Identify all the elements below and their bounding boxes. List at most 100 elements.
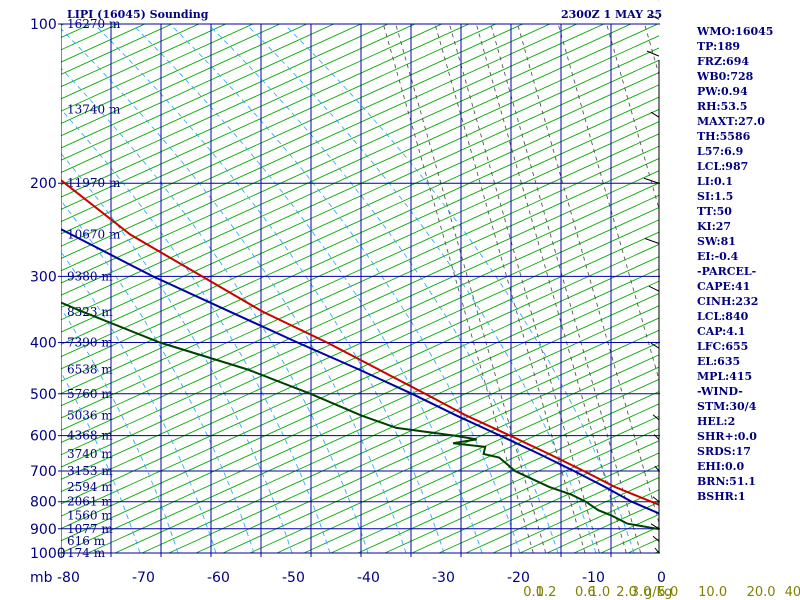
dewpoint-line — [61, 301, 659, 531]
x-tick-label: -70 — [132, 570, 155, 586]
dry-adiabat-line — [61, 280, 659, 554]
mixing-ratio-label: 0.6 — [575, 585, 596, 600]
moist-adiabat-line — [61, 307, 179, 554]
x-tick-label: -40 — [357, 570, 380, 586]
wind-barb — [653, 434, 660, 440]
index-item: MPL:415 — [697, 370, 753, 383]
mixing-ratio-label: 0.1 — [523, 585, 544, 600]
dry-adiabat-line — [61, 121, 659, 394]
mixing-ratio-label: 40 — [785, 585, 800, 600]
index-item: CINH:232 — [697, 295, 759, 308]
index-item: TP:189 — [697, 40, 741, 53]
moist-adiabat-line — [61, 67, 369, 554]
mixing-ratio-line — [606, 24, 659, 211]
index-item: L57:6.9 — [697, 145, 744, 158]
sounding-profiles — [61, 178, 659, 531]
height-label: 174 m — [67, 546, 106, 560]
index-item: SRDS:17 — [697, 445, 751, 458]
dry-adiabat-line — [114, 305, 659, 554]
height-label: 1077 m — [67, 522, 113, 536]
dry-adiabat-line — [61, 133, 659, 407]
wind-barb — [648, 13, 660, 20]
index-item: BRN:51.1 — [697, 475, 756, 488]
height-labels: 16270 m 13740 m 11970 m 10670 m 9380 m 8323 m… — [67, 17, 121, 560]
height-label: 5760 m — [67, 387, 113, 401]
index-item: EL:635 — [697, 355, 741, 368]
wind-barb — [643, 177, 660, 184]
moist-adiabat-line — [61, 371, 141, 554]
height-label: 2594 m — [67, 480, 113, 494]
wind-barb — [644, 238, 660, 244]
index-item: TH:5586 — [697, 130, 751, 143]
dry-adiabat-line — [61, 243, 659, 517]
moist-adiabat-line — [208, 24, 559, 554]
station-title: LIPI (16045) Sounding — [67, 8, 209, 21]
wind-barb — [654, 465, 660, 472]
moist-adiabat-line — [246, 24, 597, 554]
height-label: 2061 m — [67, 495, 113, 509]
index-item: -WIND- — [697, 385, 743, 398]
dry-adiabat-line — [61, 24, 551, 247]
mixing-ratio-label: 5.0 — [658, 585, 679, 600]
dry-adiabat-line — [61, 24, 470, 210]
mixing-ratio-line — [517, 24, 659, 525]
dry-adiabat-line — [61, 72, 659, 345]
height-label: 10670 m — [67, 228, 121, 242]
height-label: 1560 m — [67, 509, 113, 523]
x-tick-label: 0 — [657, 570, 666, 586]
height-label: 8323 m — [67, 305, 113, 319]
dry-adiabat-line — [61, 24, 524, 235]
mixing-ratio-line — [395, 24, 547, 554]
moist-adiabat-line — [170, 24, 521, 554]
height-label: 616 m — [67, 534, 106, 548]
x-tick-label: -80 — [57, 570, 80, 586]
dry-adiabat-line — [87, 292, 659, 554]
mixing-ratio-label: 3.0 — [631, 585, 652, 600]
index-item: LCL:987 — [697, 160, 749, 173]
moist-adiabat-line — [94, 24, 445, 554]
y-tick-label: 300 — [30, 269, 57, 285]
wind-barbs — [643, 0, 660, 554]
temperature-line — [61, 178, 659, 506]
wind-barb — [650, 111, 660, 118]
height-label: 9380 m — [67, 269, 113, 283]
dry-adiabat-line — [61, 84, 659, 358]
index-item: SHR+:0.0 — [697, 430, 757, 443]
dry-adiabat-line — [61, 145, 659, 419]
dry-adiabat-line — [384, 427, 659, 554]
parcel-line — [61, 228, 659, 515]
dry-adiabat-line — [61, 24, 497, 223]
dry-adiabat-line — [790, 0, 800, 553]
index-item: STM:30/4 — [697, 400, 757, 413]
wind-barb — [650, 342, 660, 349]
mixing-ratio-label: 2.0 — [616, 585, 637, 600]
index-item: WB0:728 — [697, 70, 754, 83]
wind-barb — [652, 414, 660, 421]
dry-adiabat-line — [357, 415, 659, 554]
index-item: EI:-0.4 — [697, 250, 739, 263]
x-tick-label: -50 — [282, 570, 305, 586]
y-tick-label: 700 — [30, 464, 57, 480]
dry-adiabat-line — [61, 268, 659, 542]
y-tick-label: 500 — [30, 387, 57, 403]
dry-adiabat-line — [61, 219, 659, 493]
x-tick-label: -60 — [207, 570, 230, 586]
index-item: FRZ:694 — [697, 55, 750, 68]
index-item: CAP:4.1 — [697, 325, 746, 338]
dry-adiabat-line — [61, 256, 659, 529]
dry-adiabat-line — [141, 317, 659, 554]
height-label: 16270 m — [67, 17, 121, 31]
index-item: HEL:2 — [697, 415, 736, 428]
wind-barb — [652, 535, 660, 542]
index-item: CAPE:41 — [697, 280, 751, 293]
index-item: -PARCEL- — [697, 265, 757, 278]
x-tick-label: -30 — [432, 570, 455, 586]
wind-barb — [654, 547, 660, 554]
height-label: 4368 m — [67, 429, 113, 443]
dry-adiabat-line — [61, 231, 659, 505]
height-label: 11970 m — [67, 176, 121, 190]
moist-adiabat-line — [61, 152, 293, 554]
index-item: LFC:655 — [697, 340, 749, 353]
y-tick-label: 100 — [30, 17, 57, 33]
